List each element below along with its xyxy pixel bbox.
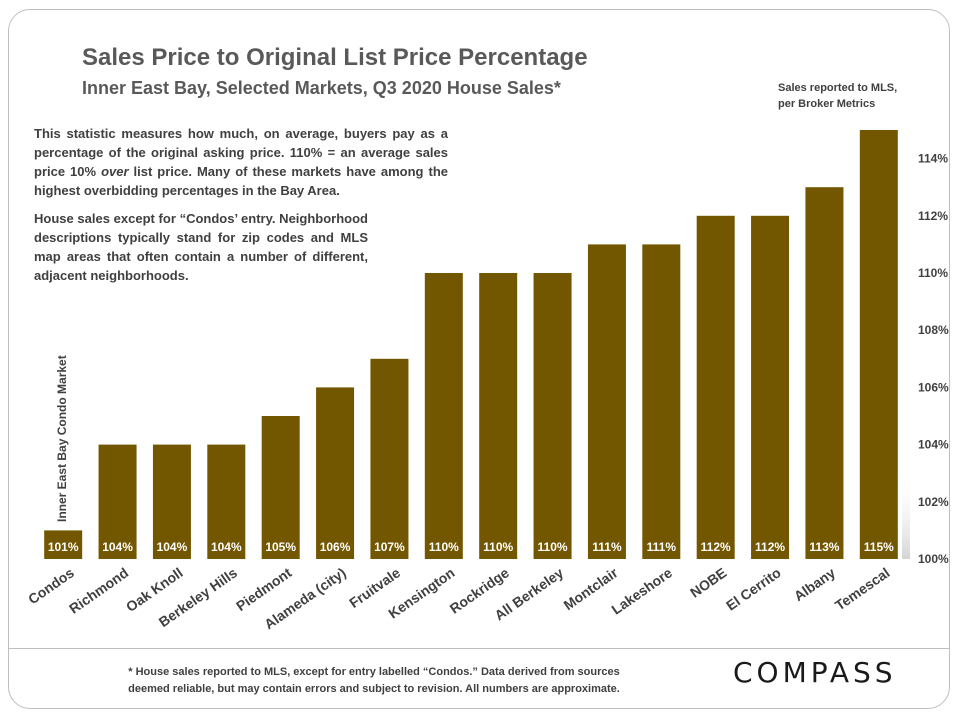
x-tick-label: Temescal xyxy=(832,564,893,613)
x-tick-label: Lakeshore xyxy=(608,564,675,617)
data-label: 113% xyxy=(809,540,839,554)
source-note: Sales reported to MLS, per Broker Metric… xyxy=(778,80,897,112)
data-label: 110% xyxy=(538,540,568,554)
bar xyxy=(859,130,898,559)
data-label: 104% xyxy=(102,540,133,554)
axis-shade xyxy=(902,470,910,559)
y-tick-label: 114% xyxy=(918,152,948,166)
y-tick-label: 110% xyxy=(918,266,948,280)
bar xyxy=(479,273,518,559)
data-label: 107% xyxy=(374,540,405,554)
x-tick-label: Albany xyxy=(791,564,839,604)
footer-divider xyxy=(8,648,950,649)
bar xyxy=(316,387,355,559)
explanation-text-b: list price. Many of these markets have a… xyxy=(34,164,448,198)
y-tick-label: 102% xyxy=(918,495,949,509)
data-label: 104% xyxy=(211,540,242,554)
data-label: 110% xyxy=(429,540,459,554)
explanation-text-a: This statistic measures how much, on ave… xyxy=(34,126,448,179)
chart-title: Sales Price to Original List Price Perce… xyxy=(82,44,588,71)
footnote-line2: deemed reliable, but may contain errors … xyxy=(128,683,620,695)
compass-logo: COMPASS xyxy=(733,656,897,689)
bar xyxy=(642,244,681,559)
bar xyxy=(533,273,572,559)
data-label: 110% xyxy=(483,540,513,554)
footnote-line1: * House sales reported to MLS, except fo… xyxy=(128,666,620,678)
footnote: * House sales reported to MLS, except fo… xyxy=(84,664,664,698)
bar xyxy=(261,416,300,559)
bar xyxy=(751,215,790,560)
explanation-note: This statistic measures how much, on ave… xyxy=(28,122,454,202)
data-label: 112% xyxy=(755,540,785,554)
data-label: 105% xyxy=(265,540,296,554)
bar xyxy=(207,444,246,559)
bar xyxy=(587,244,626,559)
definition-note: House sales except for “Condos’ entry. N… xyxy=(28,207,374,291)
x-tick-label: El Cerrito xyxy=(723,564,784,613)
bar xyxy=(424,273,463,559)
x-tick-label: NOBE xyxy=(687,564,729,600)
bar xyxy=(98,444,137,559)
y-tick-label: 112% xyxy=(918,209,948,223)
y-tick-label: 108% xyxy=(918,323,949,337)
data-label: 106% xyxy=(320,540,351,554)
bar xyxy=(44,530,83,559)
data-label: 101% xyxy=(48,540,79,554)
y-tick-label: 104% xyxy=(918,438,949,452)
data-label: 112% xyxy=(701,540,731,554)
y-tick-label: 106% xyxy=(918,380,949,394)
source-note-line2: per Broker Metrics xyxy=(778,98,876,110)
bar xyxy=(696,215,735,560)
source-note-line1: Sales reported to MLS, xyxy=(778,82,898,94)
bar xyxy=(805,187,844,559)
explanation-emphasis: over xyxy=(101,164,129,179)
y-tick-label: 100% xyxy=(918,552,949,566)
data-label: 115% xyxy=(864,540,894,554)
data-label: 104% xyxy=(157,540,188,554)
slide-frame xyxy=(8,9,950,709)
condo-annotation: Inner East Bay Condo Market xyxy=(55,355,69,522)
data-label: 111% xyxy=(592,540,622,554)
data-label: 111% xyxy=(647,540,677,554)
x-tick-label: Richmond xyxy=(66,564,131,616)
bar xyxy=(370,358,409,559)
bar xyxy=(152,444,191,559)
chart-subtitle: Inner East Bay, Selected Markets, Q3 202… xyxy=(82,78,561,98)
